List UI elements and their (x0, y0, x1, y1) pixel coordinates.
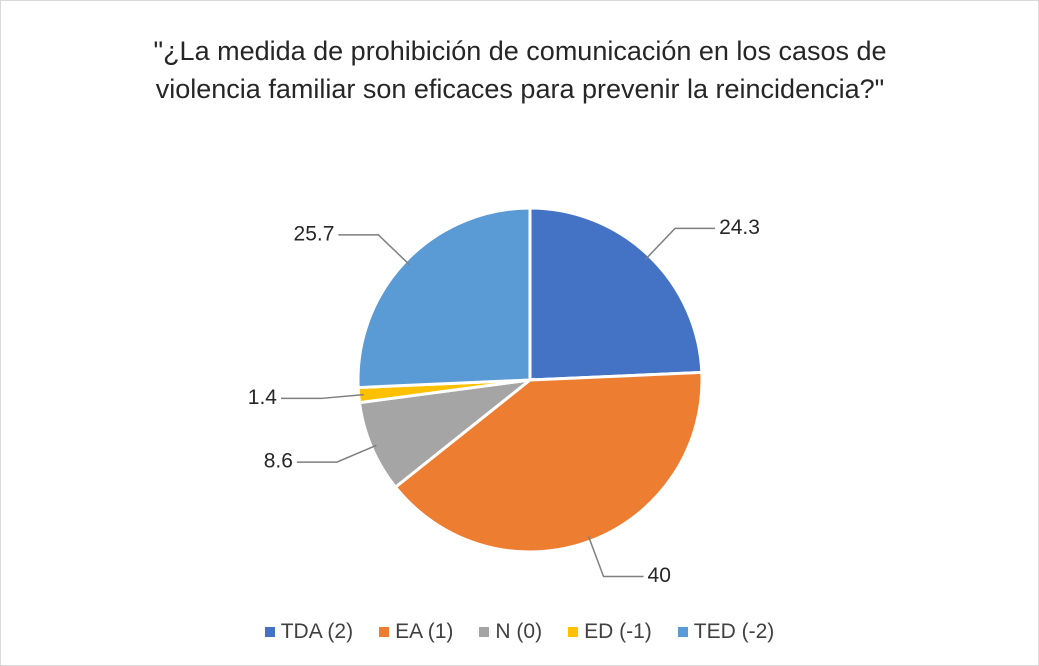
pie-slice (356, 206, 532, 390)
legend-swatch (479, 627, 490, 637)
legend-item: N (0) (479, 620, 542, 644)
legend-item: TED (-2) (677, 620, 775, 644)
legend-swatch (677, 627, 688, 637)
data-label: 8.6 (264, 450, 293, 473)
leader-line (587, 535, 644, 578)
legend: TDA (2) EA (1) N (0) ED (-1) TED (-2) (0, 620, 1039, 644)
legend-label: TDA (2) (280, 620, 354, 643)
leader-line (644, 227, 716, 260)
legend-item: TDA (2) (264, 620, 354, 644)
data-label: 1.4 (248, 386, 278, 409)
leader-line (338, 234, 410, 266)
chart-title: "¿La medida de prohibición de comunicaci… (153, 36, 887, 104)
legend-swatch (379, 627, 390, 637)
leader-line (280, 393, 364, 400)
pie-slice (528, 206, 704, 382)
data-label: 25.7 (294, 222, 335, 245)
legend-swatch (264, 627, 275, 637)
legend-label: TED (-2) (693, 620, 775, 643)
legend-swatch (568, 627, 579, 637)
data-label: 40 (648, 564, 671, 587)
legend-item: ED (-1) (568, 620, 652, 644)
leader-line (296, 444, 377, 463)
legend-label: EA (1) (395, 620, 454, 643)
legend-label: N (0) (495, 620, 543, 643)
legend-item: EA (1) (379, 620, 453, 644)
legend-label: ED (-1) (584, 620, 652, 643)
data-label: 24.3 (719, 216, 760, 239)
